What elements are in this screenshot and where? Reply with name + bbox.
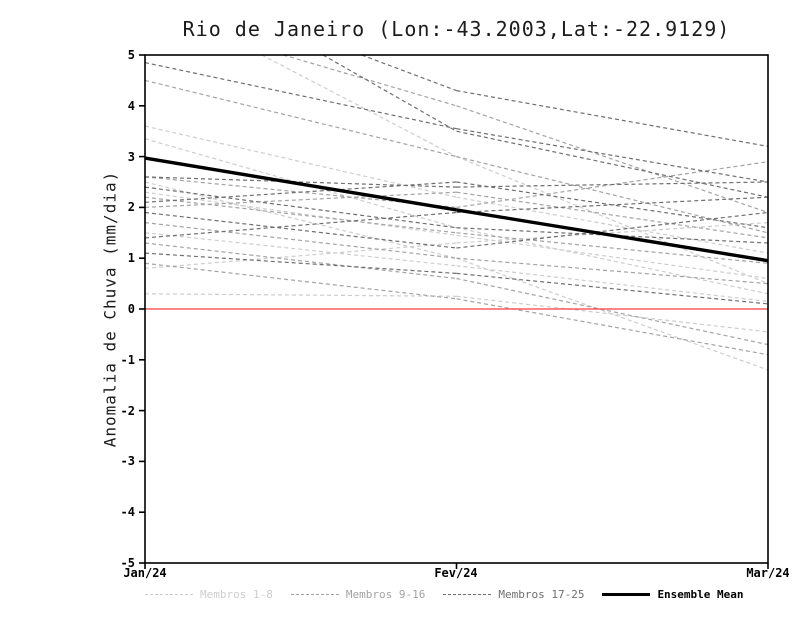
chart-title: Rio de Janeiro (Lon:-43.2003,Lat:-22.912… [182,17,731,41]
member-line [456,272,769,305]
member-line [456,181,769,188]
member-line [456,196,769,254]
member-line [456,156,769,285]
y-tick-label: 1 [127,251,135,266]
member-line [456,295,769,333]
y-tick-label: -5 [120,556,135,570]
member-line [144,125,457,198]
y-tick-label: -1 [120,352,135,367]
legend: Membros 1-8 Membros 9-16 Membros 17-25 Ense… [145,586,744,602]
member-line [456,257,769,285]
member-line [144,196,457,234]
member-line [456,90,769,147]
x-tick-label-mar: Mar/24 [746,566,790,580]
ensemble-mean-line [456,208,769,263]
member-line [456,222,769,244]
legend-label: Membros 1-8 [200,587,273,601]
x-tick-label-jan: Jan/24 [123,566,167,580]
member-line [456,298,769,356]
y-tick-label: 0 [127,302,135,316]
member-line [144,242,457,280]
member-line [361,54,457,92]
legend-solid-line-swatch [602,592,651,596]
member-line [261,54,457,158]
member-line [144,181,457,259]
legend-label: Ensemble Mean [657,587,744,601]
member-line [456,105,769,214]
x-tick-label-fev: Fev/24 [434,566,478,580]
member-line [144,293,457,297]
y-tick-label: -3 [120,454,135,469]
member-line [283,54,457,107]
y-tick-label: -2 [120,403,135,418]
legend-item: Ensemble Mean [602,587,744,601]
member-line [144,211,457,239]
legend-dashed-line-swatch [290,593,339,595]
y-tick-label: -4 [120,505,135,520]
legend-dashed-line-swatch [145,593,193,595]
member-line [144,242,457,269]
member-line [144,232,457,267]
member-line [144,222,457,259]
member-line [144,181,457,203]
member-line [322,54,457,132]
member-line [144,262,457,300]
member-line [456,257,769,371]
legend-dashed-line-swatch [443,593,492,595]
member-line [456,196,769,214]
member-line [456,234,769,280]
ensemble-mean-line [144,156,457,212]
y-tick-label: 3 [127,149,135,164]
y-tick-label: 4 [127,98,135,113]
member-line [144,211,457,249]
member-line [144,79,457,158]
member-line [456,130,769,198]
member-line [144,191,457,208]
member-line [456,211,769,249]
legend-item: Membros 1-8 [145,588,273,601]
legend-item: Membros 9-16 [290,587,426,601]
y-tick-label: 2 [127,200,135,215]
member-line [456,191,769,239]
member-line [144,186,457,229]
member-line [456,128,769,183]
legend-item: Membros 17-25 [443,588,584,601]
legend-label: Membros 17-25 [498,587,585,601]
member-line [456,232,769,264]
member-line [456,265,769,302]
legend-label: Membros 9-16 [345,587,426,601]
member-line [144,252,457,274]
y-tick-label: 5 [127,48,135,62]
